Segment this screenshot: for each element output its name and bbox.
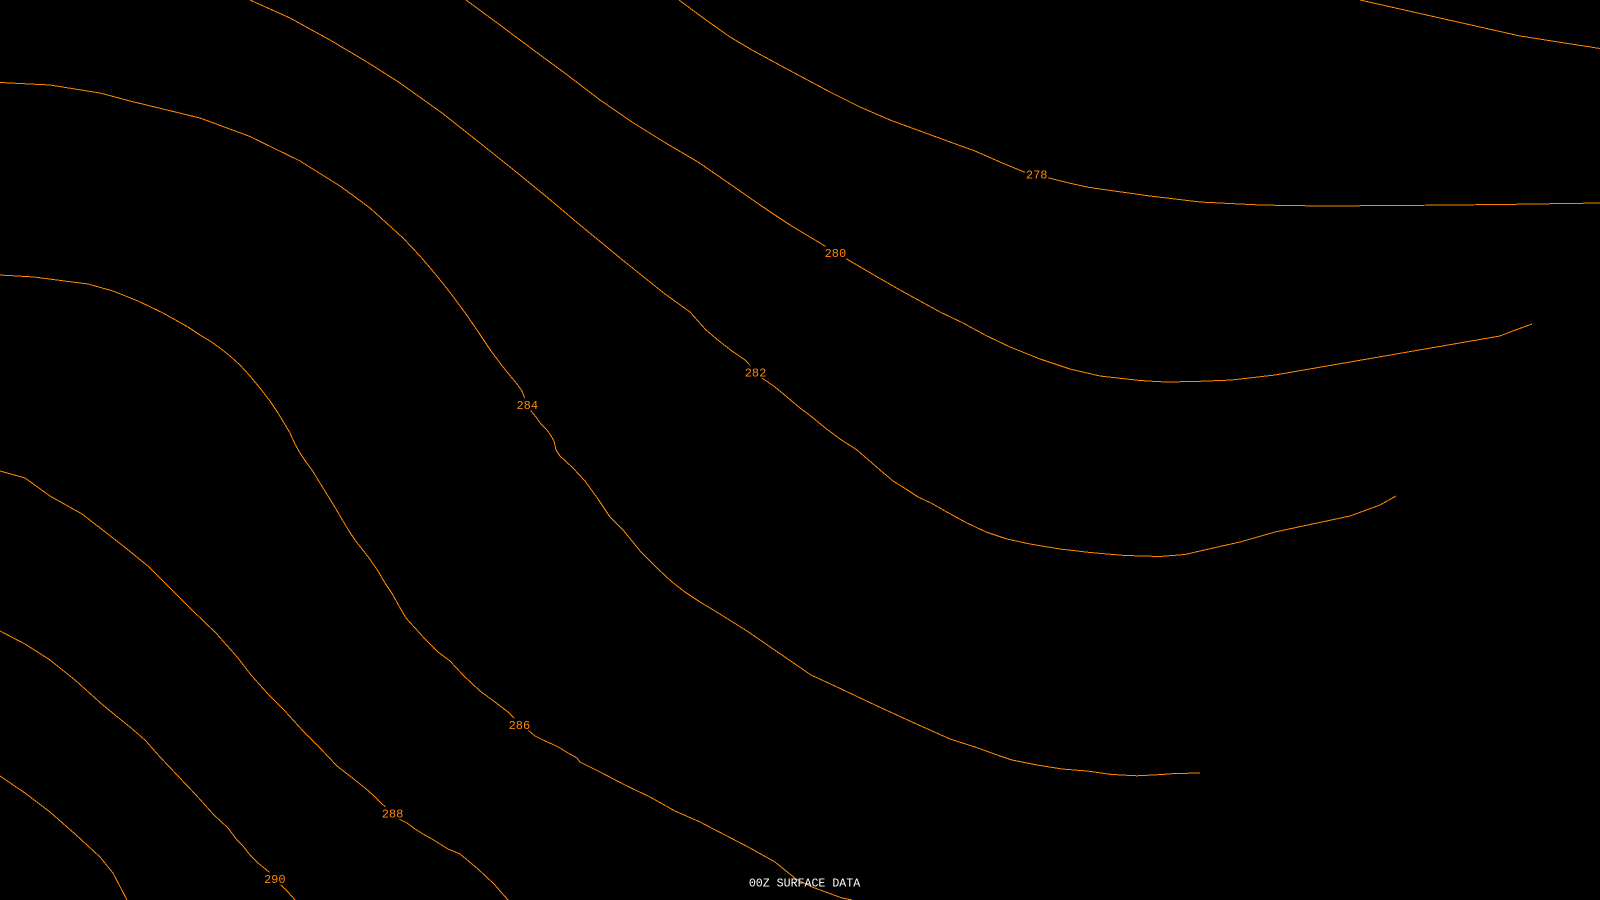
svg-text:280: 280 xyxy=(825,247,847,261)
svg-text:282: 282 xyxy=(745,366,767,380)
svg-text:00Z SURFACE DATA: 00Z SURFACE DATA xyxy=(749,878,860,891)
svg-text:290: 290 xyxy=(264,873,286,887)
svg-text:284: 284 xyxy=(516,399,538,413)
svg-text:278: 278 xyxy=(1026,169,1048,183)
svg-text:288: 288 xyxy=(382,808,404,822)
svg-text:286: 286 xyxy=(509,719,531,733)
